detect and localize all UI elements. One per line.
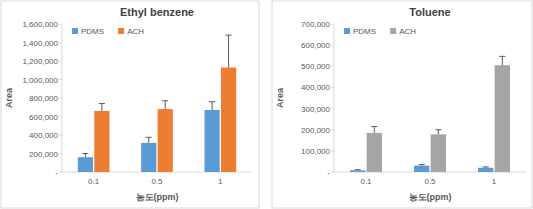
error-stem	[502, 56, 503, 65]
x-tick-label: 1	[218, 177, 223, 186]
error-stem	[85, 154, 86, 158]
chart-border	[272, 1, 532, 208]
error-cap	[162, 100, 168, 101]
error-stem	[101, 104, 102, 111]
y-tick-label: 200,000	[29, 150, 58, 159]
x-tick-label: 1	[492, 177, 497, 186]
error-cap	[226, 35, 232, 36]
y-tick-label: 1,400,000	[22, 39, 58, 48]
legend: PDMS ACH	[72, 27, 144, 36]
y-tick-label: 600,000	[301, 41, 330, 50]
bar	[350, 170, 365, 172]
y-tick-label: 400,000	[301, 83, 330, 92]
bar	[221, 67, 236, 172]
error-bar	[146, 137, 152, 143]
x-tick-label: 0.1	[360, 177, 372, 186]
error-stem	[165, 101, 166, 109]
y-tick-label: 100,000	[301, 147, 330, 156]
bar	[205, 110, 220, 172]
y-tick-label: -	[55, 168, 58, 177]
chart-title: Ethyl benzene	[120, 6, 194, 18]
bar	[431, 134, 446, 172]
bar	[478, 168, 493, 172]
legend-label: ACH	[127, 27, 144, 36]
y-axis	[334, 24, 335, 172]
legend-label: PDMS	[81, 27, 104, 36]
error-stem	[228, 35, 229, 67]
chart-panel: Ethyl benzene Area 농도(ppm) - 200,000 400,000 6…	[1, 1, 259, 208]
x-tick-label: 0.5	[151, 177, 163, 186]
x-axis-label: 농도(ppm)	[136, 192, 179, 202]
plot-area	[350, 56, 510, 172]
legend-swatch	[344, 28, 350, 34]
error-cap	[499, 56, 505, 57]
bar	[94, 111, 109, 172]
y-tick-label: 400,000	[29, 131, 58, 140]
y-tick-label: 700,000	[301, 20, 330, 29]
legend-swatch	[72, 28, 78, 34]
error-cap	[209, 101, 215, 102]
error-bar	[435, 130, 441, 135]
legend-swatch	[118, 28, 124, 34]
error-cap	[355, 169, 361, 170]
legend: PDMS ACH	[344, 27, 416, 36]
error-cap	[483, 166, 489, 167]
y-axis-label: Area	[4, 87, 14, 108]
plot-area	[78, 35, 236, 172]
chart-panel: Toluene Area 농도(ppm) - 100,000 200,000 300,000…	[272, 1, 532, 208]
bar	[158, 109, 173, 172]
error-bar	[82, 154, 88, 158]
error-bar	[483, 166, 489, 168]
y-tick-label: 500,000	[301, 62, 330, 71]
legend-swatch	[390, 28, 396, 34]
error-stem	[438, 130, 439, 135]
x-tick-label: 0.5	[424, 177, 436, 186]
y-tick-label: -	[327, 168, 330, 177]
error-stem	[148, 137, 149, 143]
x-tick-label: 0.1	[88, 177, 100, 186]
error-cap	[371, 126, 377, 127]
error-cap	[82, 153, 88, 154]
bar	[141, 143, 156, 172]
bar	[495, 65, 510, 172]
error-bar	[499, 56, 505, 65]
figure: Ethyl benzene Area 농도(ppm) - 200,000 400,000 6…	[0, 0, 533, 209]
y-axis-label: Area	[275, 87, 285, 108]
error-bar	[162, 101, 168, 109]
bar	[414, 166, 429, 172]
legend-label: PDMS	[353, 27, 376, 36]
x-axis-label: 농도(ppm)	[409, 192, 452, 202]
bar	[367, 133, 382, 172]
bar	[78, 157, 93, 172]
error-bar	[226, 35, 232, 67]
error-bar	[419, 165, 425, 166]
y-tick-label: 600,000	[29, 113, 58, 122]
error-cap	[419, 164, 425, 165]
error-bar	[99, 104, 105, 111]
error-cap	[435, 129, 441, 130]
error-bar	[355, 169, 361, 171]
error-cap	[146, 137, 152, 138]
y-tick-label: 1,200,000	[22, 57, 58, 66]
error-cap	[99, 103, 105, 104]
y-tick-label: 200,000	[301, 126, 330, 135]
error-bar	[209, 102, 215, 110]
y-tick-label: 1,600,000	[22, 20, 58, 29]
error-stem	[374, 127, 375, 133]
chart-border	[1, 1, 259, 208]
chart-title: Toluene	[409, 6, 450, 18]
error-stem	[212, 102, 213, 110]
error-bar	[371, 127, 377, 133]
y-axis	[62, 24, 63, 172]
y-tick-label: 800,000	[29, 94, 58, 103]
legend-label: ACH	[399, 27, 416, 36]
y-tick-label: 300,000	[301, 105, 330, 114]
y-tick-label: 1,000,000	[22, 76, 58, 85]
